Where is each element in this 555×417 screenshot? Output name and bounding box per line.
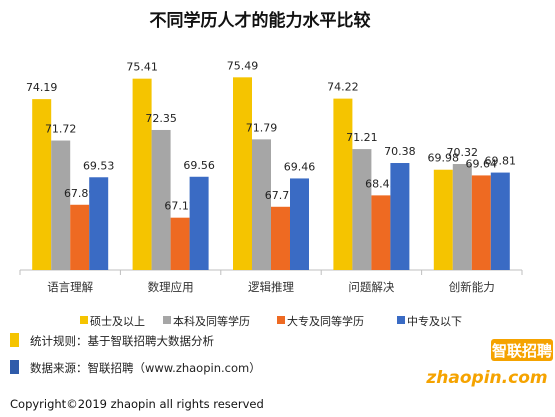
legend-swatch (277, 316, 285, 324)
bar (132, 78, 152, 270)
data-label: 67.77 (265, 189, 297, 202)
data-label: 69.64 (466, 157, 498, 170)
legend-swatch (80, 316, 88, 324)
data-label: 69.56 (183, 159, 215, 172)
bar (433, 169, 453, 270)
bar (290, 178, 309, 270)
legend-label: 大专及同等学历 (287, 314, 364, 328)
bar (490, 172, 510, 270)
category-label: 问题解决 (348, 280, 394, 294)
bar (151, 129, 171, 270)
bar (189, 176, 209, 270)
data-label: 68.45 (365, 177, 397, 190)
data-label: 71.21 (346, 131, 378, 144)
note-swatch-data-source (10, 360, 19, 374)
bar (371, 195, 391, 270)
bar (471, 175, 491, 270)
bar (452, 164, 472, 270)
copyright: Copyright©2019 zhaopin all rights reserv… (10, 397, 264, 411)
data-label: 75.41 (126, 61, 158, 74)
logo-en-text: zhaopin.com (425, 368, 547, 388)
legend: 硕士及以上 本科及同等学历 大专及同等学历 中专及以下 (80, 314, 462, 328)
bar (89, 177, 109, 270)
legend-swatch (163, 316, 171, 324)
bar (170, 217, 190, 270)
data-label: 74.22 (327, 81, 359, 94)
legend-label: 中专及以下 (407, 314, 462, 328)
category-label: 创新能力 (449, 280, 495, 294)
category-label: 数理应用 (148, 280, 194, 294)
data-label: 70.38 (384, 145, 416, 158)
notes: 统计规则：基于智联招聘大数据分析 数据来源：智联招聘（www.zhaopin.c… (10, 333, 261, 375)
data-label: 74.19 (26, 81, 58, 94)
bar (352, 149, 372, 270)
category-label: 语言理解 (47, 280, 93, 294)
note-data-source: 数据来源：智联招聘（www.zhaopin.com） (30, 361, 261, 375)
plot-area: 74.19 71.72 67.89 69.53 语言理解 75.41 72.35 67.12 6… (19, 59, 523, 294)
note-swatch-stat-rule (10, 333, 19, 347)
data-label: 70.32 (447, 146, 479, 159)
zhaopin-logo: 智联招聘 zhaopin.com (425, 339, 553, 388)
bar (271, 206, 290, 270)
data-label: 69.53 (83, 159, 115, 172)
bar (32, 99, 52, 270)
category-label: 逻辑推理 (248, 280, 294, 294)
logo-badge (491, 339, 553, 361)
note-stat-rule: 统计规则：基于智联招聘大数据分析 (30, 334, 214, 348)
legend-label: 本科及同等学历 (173, 314, 250, 328)
data-label: 69.81 (485, 155, 517, 168)
bar (252, 139, 271, 270)
data-label: 69.98 (428, 152, 460, 165)
data-label: 71.72 (45, 123, 77, 136)
bar (333, 98, 353, 270)
data-label: 72.35 (145, 112, 177, 125)
chart-title: 不同学历人才的能力水平比较 (150, 10, 371, 31)
legend-swatch (397, 316, 405, 324)
bar (70, 204, 90, 270)
data-label: 69.46 (284, 160, 316, 173)
bar (233, 77, 252, 271)
data-label: 67.12 (164, 200, 196, 213)
bar (51, 140, 71, 270)
data-label: 71.79 (246, 121, 278, 134)
data-label: 67.89 (64, 187, 96, 200)
data-label: 75.49 (227, 59, 259, 72)
bar (390, 163, 410, 270)
logo-cn-text: 智联招聘 (492, 342, 552, 360)
legend-label: 硕士及以上 (90, 315, 145, 328)
